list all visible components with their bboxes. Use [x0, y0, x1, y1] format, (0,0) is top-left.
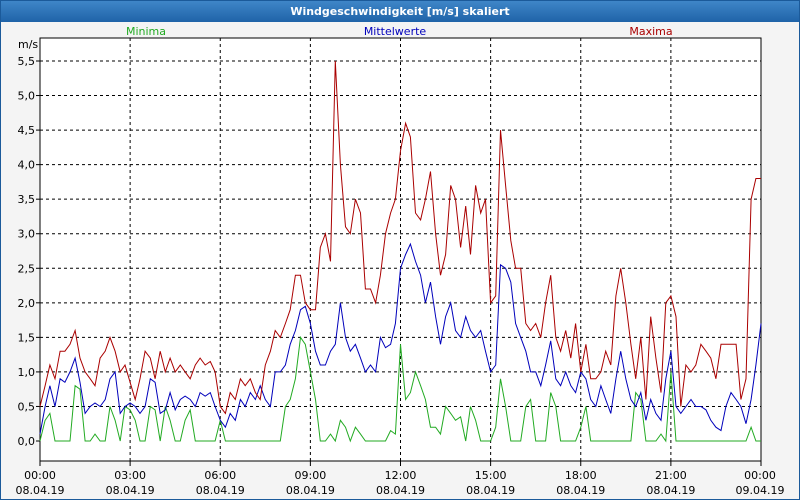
x-tick-time-label: 00:00	[24, 469, 56, 482]
x-tick-date-label: 08.04.19	[106, 484, 155, 497]
x-tick-time-label: 21:00	[655, 469, 687, 482]
x-tick-time-label: 06:00	[204, 469, 236, 482]
x-tick-time-label: 18:00	[565, 469, 597, 482]
y-tick-label: 4,0	[18, 159, 36, 172]
y-tick-label: 5,5	[18, 55, 36, 68]
y-tick-label: 1,5	[18, 331, 36, 344]
y-tick-label: 2,0	[18, 297, 36, 310]
x-tick-time-label: 12:00	[385, 469, 417, 482]
x-tick-date-label: 08.04.19	[286, 484, 335, 497]
x-tick-date-label: 08.04.19	[556, 484, 605, 497]
series-line-maxima	[39, 60, 761, 415]
x-tick-date-label: 08.04.19	[646, 484, 695, 497]
y-tick-label: 0,5	[18, 400, 36, 413]
x-tick-time-label: 15:00	[475, 469, 507, 482]
x-axis: 00:00 08.04.19 03:00 08.04.19 06:00 08.04.19 0…	[16, 461, 785, 497]
y-tick-label: 3,5	[18, 193, 36, 206]
x-tick-time-label: 09:00	[295, 469, 327, 482]
window-title: Windgeschwindigkeit [m/s] skaliert	[1, 1, 799, 22]
y-axis: m/s 0,0 0,5 1,0 1,5 2,0 2,5 3,0 3,5 4,0 4,5 5,0 5,5	[18, 38, 40, 448]
y-tick-label: 5,0	[18, 90, 36, 103]
series-lines	[39, 60, 762, 443]
series-line-mittelwerte	[39, 242, 762, 435]
y-tick-label: 1,0	[18, 366, 36, 379]
x-tick-date-label: 08.04.19	[376, 484, 425, 497]
x-tick-date-label: 09.04.19	[736, 484, 785, 497]
legend-label-maxima: Maxima	[629, 25, 672, 38]
y-axis-unit-label: m/s	[18, 38, 38, 51]
x-tick-date-label: 08.04.19	[196, 484, 245, 497]
y-tick-label: 2,5	[18, 262, 36, 275]
x-tick-date-label: 08.04.19	[466, 484, 515, 497]
x-tick-date-label: 08.04.19	[16, 484, 65, 497]
legend-label-minima: Minima	[126, 25, 166, 38]
y-tick-label: 3,0	[18, 228, 36, 241]
y-tick-label: 0,0	[18, 435, 36, 448]
y-tick-label: 4,5	[18, 124, 36, 137]
series-line-minima	[39, 336, 761, 443]
x-tick-time-label: 00:00	[744, 469, 776, 482]
x-tick-time-label: 03:00	[114, 469, 146, 482]
grid-lines	[40, 38, 761, 461]
legend: Minima Mittelwerte Maxima	[126, 25, 673, 38]
legend-label-mittelwerte: Mittelwerte	[364, 25, 427, 38]
